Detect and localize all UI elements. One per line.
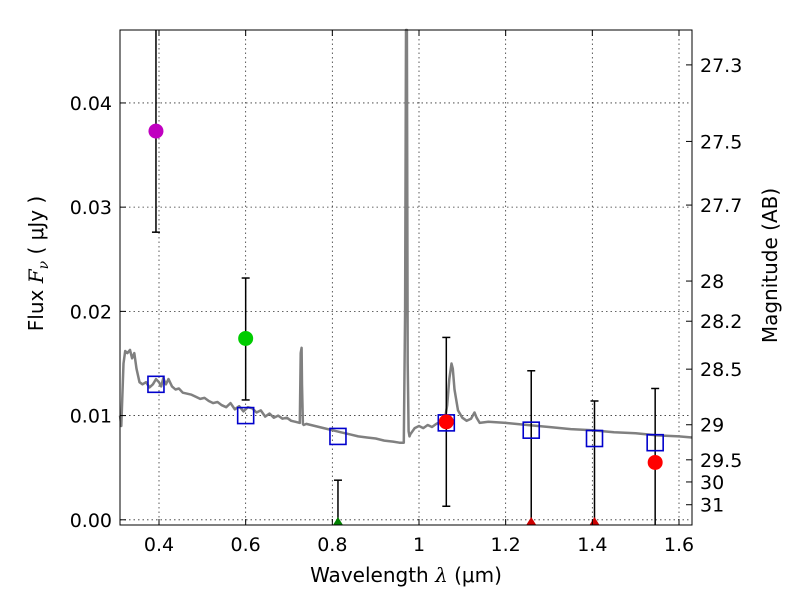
x-tick-label: 0.8 bbox=[317, 534, 347, 556]
y2-tick-label: 31 bbox=[700, 495, 724, 517]
model-point bbox=[522, 421, 541, 439]
y2-axis-label: Magnitude (AB) bbox=[758, 188, 782, 343]
x-axis-label: Wavelength λ (μm) bbox=[310, 563, 502, 587]
observed-point bbox=[438, 414, 454, 430]
y2-tick-label: 28 bbox=[700, 271, 724, 293]
observed-points-layer bbox=[148, 123, 663, 525]
y2-tick-label: 29.5 bbox=[700, 450, 742, 472]
x-tick-label: 1.6 bbox=[664, 534, 694, 556]
observed-point bbox=[148, 123, 164, 139]
y2-tick-label: 28.2 bbox=[700, 311, 742, 333]
y-tick-label: 0.00 bbox=[70, 510, 112, 532]
x-tick-label: 1.2 bbox=[491, 534, 521, 556]
y-tick-label: 0.04 bbox=[70, 93, 112, 115]
y2-tick-label: 27.3 bbox=[700, 55, 742, 77]
y2-tick-label: 27.5 bbox=[700, 131, 742, 153]
upper-limit-marker bbox=[526, 517, 537, 525]
y-axis-label: Flux Fν ( μJy ) bbox=[24, 196, 52, 331]
y2-tick-label: 29 bbox=[700, 415, 724, 437]
model-point bbox=[646, 433, 664, 452]
y-tick-label: 0.01 bbox=[70, 406, 112, 428]
plot-frame bbox=[119, 29, 693, 526]
y2-tick-label: 27.7 bbox=[700, 195, 742, 217]
y-tick-label: 0.02 bbox=[70, 301, 112, 323]
x-tick-label: 1.4 bbox=[577, 534, 607, 556]
upper-limit-marker bbox=[332, 517, 343, 525]
y2-tick-label: 30 bbox=[700, 472, 724, 494]
model-points-layer bbox=[147, 375, 664, 452]
tick-layer: 0.4 0.6 0.8 1 1.2 1.4 1.6 0.00 0.01 0.02 0.03 0.04 2… bbox=[70, 30, 742, 556]
observed-point bbox=[647, 454, 663, 470]
sed-template-line bbox=[118, 28, 693, 444]
x-tick-label: 1 bbox=[413, 534, 425, 556]
model-point bbox=[236, 406, 255, 425]
x-tick-label: 0.4 bbox=[144, 534, 174, 556]
model-point bbox=[329, 427, 347, 446]
y-tick-label: 0.03 bbox=[70, 197, 112, 219]
model-point bbox=[147, 375, 165, 394]
x-tick-label: 0.6 bbox=[231, 534, 261, 556]
sed-template-layer bbox=[118, 28, 693, 444]
observed-point bbox=[238, 330, 254, 346]
model-point bbox=[585, 429, 604, 448]
upper-limit-marker bbox=[589, 517, 600, 525]
y2-tick-label: 28.5 bbox=[700, 359, 742, 381]
